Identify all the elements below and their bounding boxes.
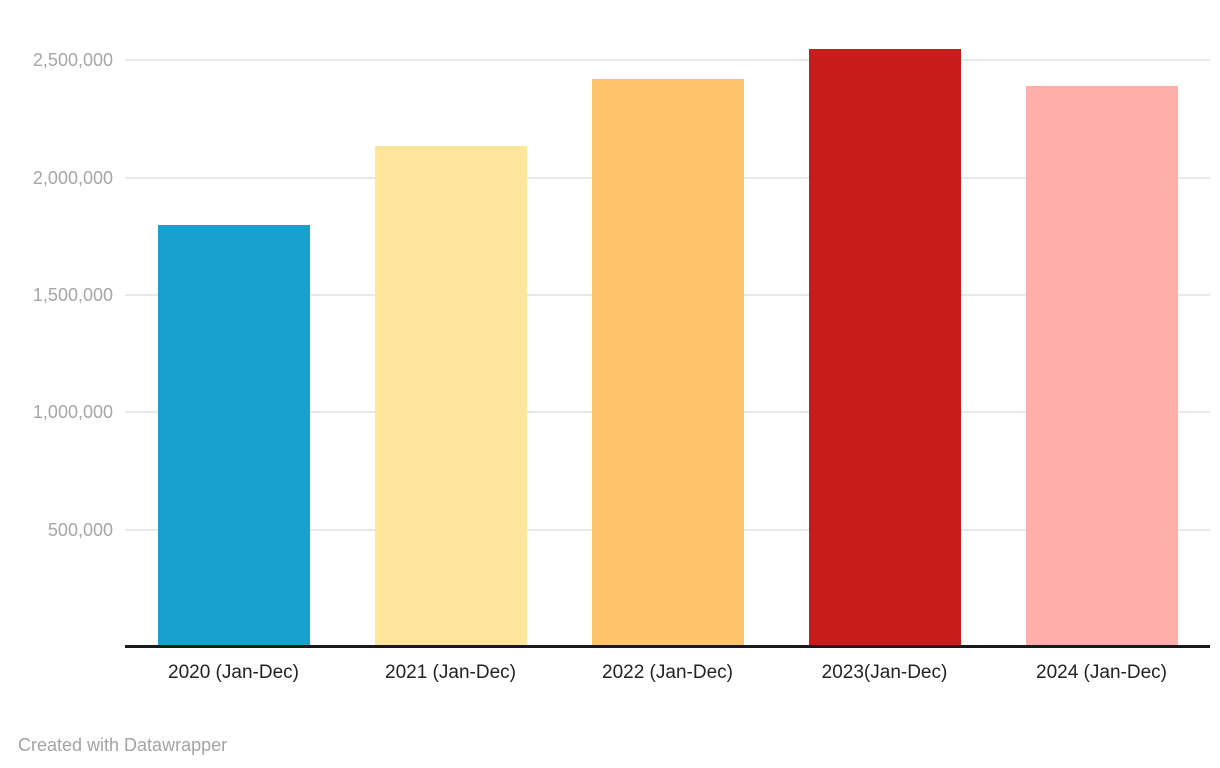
x-axis-category-label: 2021 (Jan-Dec) <box>385 662 516 683</box>
bar-2020[interactable] <box>157 224 310 647</box>
x-axis-category-label: 2022 (Jan-Dec) <box>602 662 733 683</box>
y-axis-tick-label: 500,000 <box>47 519 113 540</box>
datawrapper-credit-link[interactable]: Created with Datawrapper <box>18 735 228 755</box>
bar-2023[interactable] <box>808 48 961 647</box>
x-axis-category-label: 2020 (Jan-Dec) <box>168 662 299 683</box>
gridline <box>125 59 1210 62</box>
y-axis-tick-label: 1,500,000 <box>32 285 113 306</box>
x-axis-category-label: 2024 (Jan-Dec) <box>1036 662 1167 683</box>
y-axis-tick-label: 2,500,000 <box>32 50 113 71</box>
bar-2021[interactable] <box>374 146 527 647</box>
bar-2022[interactable] <box>591 79 744 647</box>
y-axis-tick-label: 1,000,000 <box>32 402 113 423</box>
y-axis-tick-label: 2,000,000 <box>32 167 113 188</box>
x-axis-line <box>125 645 1210 648</box>
plot-area: 500,000 1,000,000 1,500,000 2,000,000 2,500,… <box>32 48 1210 683</box>
chart-footer: Created with Datawrapper <box>18 734 227 756</box>
x-axis-category-label: 2023(Jan-Dec) <box>821 662 948 683</box>
bar-2024[interactable] <box>1025 86 1178 647</box>
